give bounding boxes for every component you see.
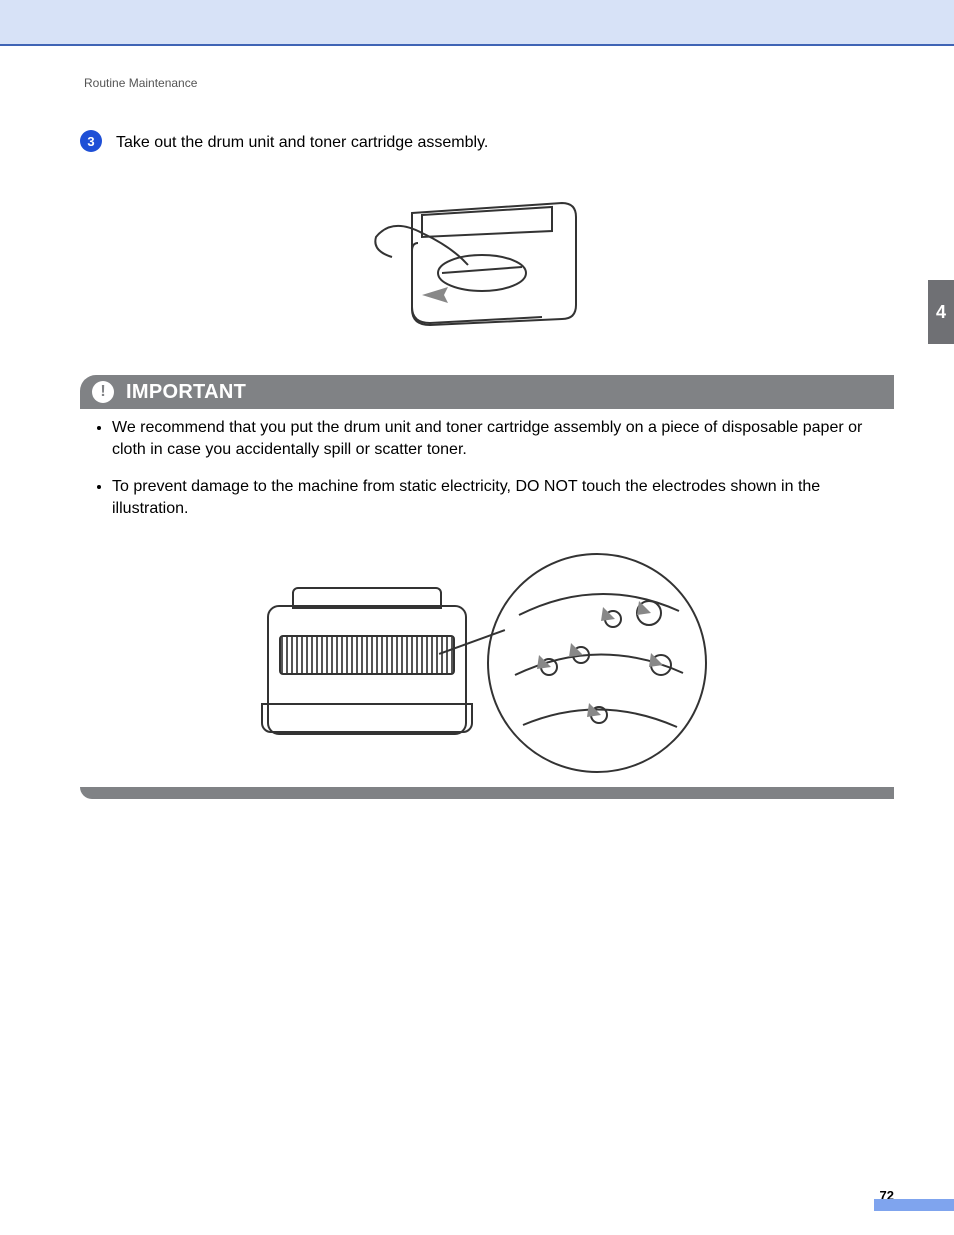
- important-notice-title: IMPORTANT: [126, 381, 246, 404]
- printer-base-outline: [261, 703, 473, 733]
- chapter-tab: 4: [928, 280, 954, 344]
- figure-2-container: [80, 553, 894, 773]
- printer-drum-slot: [279, 635, 455, 675]
- breadcrumb: Routine Maintenance: [80, 76, 894, 90]
- document-page: Routine Maintenance 3 Take out the drum …: [0, 46, 954, 1235]
- header-band: [0, 0, 954, 46]
- figure-2-printer-electrodes: [267, 553, 707, 773]
- important-notice-bottom-rule: [80, 787, 894, 799]
- exclamation-icon: !: [92, 381, 114, 403]
- electrode-detail-circle: [487, 553, 707, 773]
- important-notice-block: ! IMPORTANT We recommend that you put th…: [80, 375, 894, 799]
- important-notice-header: ! IMPORTANT: [80, 375, 894, 409]
- figure-1-svg: [352, 177, 622, 347]
- notice-item: We recommend that you put the drum unit …: [112, 417, 890, 462]
- figure-1-container: [80, 177, 894, 347]
- step-row: 3 Take out the drum unit and toner cartr…: [80, 130, 894, 155]
- pull-arrow-icon: [422, 287, 448, 303]
- notice-item: To prevent damage to the machine from st…: [112, 476, 890, 521]
- step-instruction-text: Take out the drum unit and toner cartrid…: [116, 130, 488, 155]
- important-notice-body: We recommend that you put the drum unit …: [80, 409, 894, 543]
- electrode-detail-svg: [489, 555, 707, 773]
- figure-1-printer-remove-drum: [352, 177, 622, 347]
- step-number-badge: 3: [80, 130, 102, 152]
- page-accent-bar: [874, 1199, 954, 1211]
